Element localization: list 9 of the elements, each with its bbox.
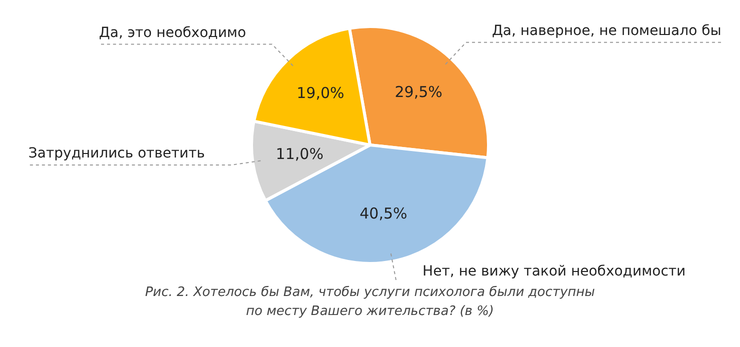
data-label: 40,5% <box>360 204 408 223</box>
slice-label: Затруднились ответить <box>28 146 205 162</box>
text: Рис. 2. Хотелось бы Вам, чтобы услуги психолога были доступны по месту Вашего жительства? (в %) <box>144 284 596 321</box>
data-label: 29,5% <box>394 82 442 101</box>
slice-label: Да, наверное, не помешало бы <box>492 23 722 40</box>
data-label: 19,0% <box>296 84 344 102</box>
slice-label: Нет, не вижу такой необходимости <box>422 264 686 280</box>
slice-label: Да, это необходимо <box>99 24 246 41</box>
data-label: 11,0% <box>276 145 324 164</box>
